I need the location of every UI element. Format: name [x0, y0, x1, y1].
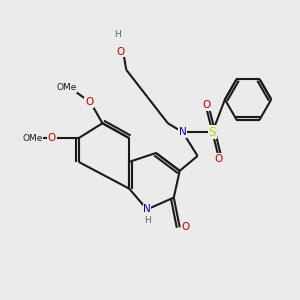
Text: O: O	[202, 100, 211, 110]
Text: O: O	[182, 222, 190, 232]
Text: O: O	[48, 133, 56, 143]
Text: N: N	[143, 204, 151, 214]
Text: N: N	[179, 127, 187, 137]
Text: O: O	[85, 98, 93, 107]
Text: O: O	[116, 47, 124, 57]
Text: H: H	[144, 216, 150, 225]
Text: S: S	[209, 126, 216, 139]
Text: O: O	[214, 154, 223, 164]
Text: OMe: OMe	[22, 134, 43, 142]
Text: OMe: OMe	[57, 83, 77, 92]
Text: H: H	[114, 30, 121, 39]
